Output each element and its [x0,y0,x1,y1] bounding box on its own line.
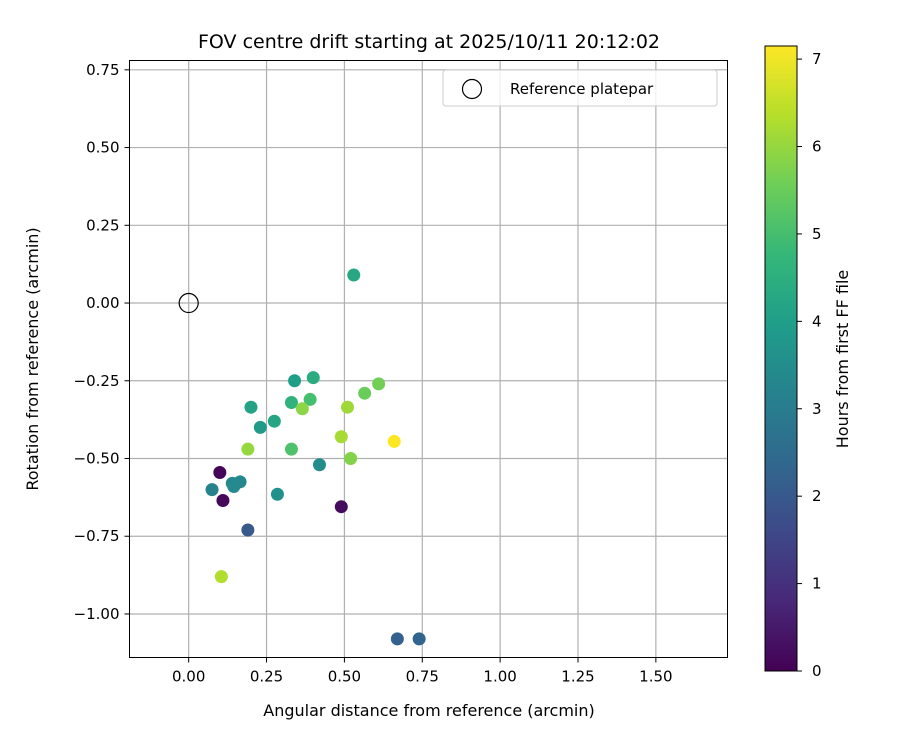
y-tick-label: 0.00 [86,294,119,312]
y-tick-label: −0.25 [74,372,120,390]
colorbar-gradient [764,45,798,672]
y-axis-label: Rotation from reference (arcmin) [23,227,42,490]
x-tick-label: 0.00 [172,668,205,686]
scatter-point [412,632,426,646]
scatter-point [347,268,361,282]
scatter-point [241,523,255,537]
scatter-point [241,442,255,456]
x-axis-ticks: 0.00 0.25 0.50 0.75 1.00 1.25 1.50 [172,657,673,686]
colorbar-tick-label: 7 [812,50,822,68]
x-axis-label: Angular distance from reference (arcmin) [263,701,594,720]
scatter-point [213,465,227,479]
plot-area-frame [129,60,728,658]
scatter-point [288,374,302,388]
scatter-point [205,483,219,497]
colorbar-tick-label: 0 [812,662,822,680]
x-tick-label: 0.25 [250,668,283,686]
colorbar: 0 1 2 3 4 5 6 7 Hours from first FF file [764,45,852,680]
scatter-point [214,570,228,584]
legend-marker-open-circle-icon [461,78,483,100]
scatter-point [306,371,320,385]
y-tick-label: −1.00 [74,605,120,623]
colorbar-ticks: 0 1 2 3 4 5 6 7 [797,50,822,680]
data-points [178,268,426,646]
scatter-point [358,386,372,400]
scatter-point [312,458,326,472]
grid [129,60,728,658]
legend-box [442,69,718,107]
legend: Reference platepar [442,69,718,107]
scatter-point [284,396,298,410]
x-tick-label: 0.75 [406,668,439,686]
scatter-point [344,452,358,465]
y-tick-label: 0.25 [86,216,119,234]
scatter-point [295,402,309,416]
colorbar-tick-label: 5 [812,225,822,243]
colorbar-tick-label: 6 [812,138,822,156]
scatter-point [372,377,386,391]
scatter-point [387,434,401,448]
x-tick-label: 1.00 [483,668,516,686]
scatter-point [334,500,348,514]
reference-point-marker [178,292,199,314]
scatter-point [227,479,241,493]
x-tick-label: 1.25 [561,668,594,686]
colorbar-tick-label: 2 [812,487,822,505]
scatter-point [341,400,355,414]
scatter-point [216,493,230,507]
y-tick-label: −0.50 [74,450,120,468]
scatter-point [253,420,267,434]
scatter-point [303,392,317,406]
scatter-point [334,430,348,444]
scatter-point [244,400,258,414]
y-tick-label: 0.75 [86,61,119,79]
x-tick-label: 1.50 [639,668,672,686]
scatter-point [284,442,298,456]
colorbar-tick-label: 1 [812,575,822,593]
y-tick-label: 0.50 [86,139,119,157]
legend-label: Reference platepar [510,80,654,98]
colorbar-tick-label: 3 [812,400,822,418]
chart-title: FOV centre drift starting at 2025/10/11 … [198,31,660,53]
y-tick-label: −0.75 [74,527,120,545]
colorbar-tick-label: 4 [812,312,822,330]
scatter-point [270,487,284,501]
scatter-point [390,632,404,646]
y-axis-ticks: 0.75 0.50 0.25 0.00 −0.25 −0.50 −0.75 −1.00 [74,61,130,623]
x-tick-label: 0.50 [328,668,361,686]
scatter-point [267,414,281,428]
colorbar-label: Hours from first FF file [833,270,852,449]
